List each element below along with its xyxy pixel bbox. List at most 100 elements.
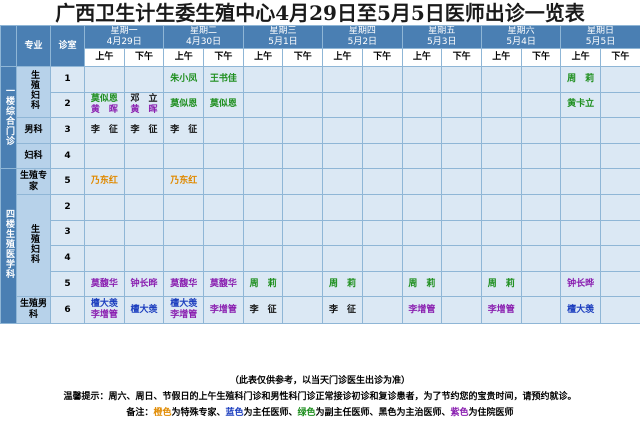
- schedule-cell: [361, 193, 403, 221]
- header-date: 5月5日: [585, 37, 616, 47]
- schedule-cell: [560, 219, 601, 247]
- footer-tip: 温馨提示：周六、周日、节假日的上午生殖科门诊和男性科门诊正常接诊初诊和复诊患者，…: [63, 392, 577, 402]
- legend-prefix: 备注：: [126, 408, 154, 418]
- dept-gyn: 妇科: [16, 142, 51, 170]
- room-number: 6: [50, 296, 85, 325]
- schedule-cell: [203, 219, 244, 247]
- doctor-name: 王书佳: [209, 73, 237, 84]
- room-number: 5: [50, 270, 85, 298]
- schedule-cell: [203, 117, 244, 144]
- schedule-cell: [282, 142, 324, 170]
- dept-repro-expert: 生殖专家: [16, 168, 51, 195]
- schedule-cell: [282, 296, 324, 325]
- schedule-cell: [520, 142, 562, 170]
- doctor-name: 李 征: [130, 124, 158, 135]
- doctor-name: 周 莉: [408, 278, 436, 289]
- schedule-cell: [480, 142, 522, 170]
- doctor-name: 莫似恩: [170, 99, 198, 110]
- schedule-cell: 周 莉: [560, 66, 601, 93]
- header-weekday: 星期四: [348, 26, 376, 37]
- schedule-cell: [203, 142, 244, 170]
- doctor-name: 莫似恩: [90, 93, 118, 104]
- schedule-cell: 周 莉: [480, 270, 522, 298]
- doctor-name: 莫馥华: [170, 278, 198, 289]
- section-floor4-text: 四楼生殖医学科: [4, 209, 14, 280]
- schedule-cell: [441, 66, 482, 93]
- doctor-name: 朱小凤: [170, 73, 198, 84]
- schedule-cell: 莫似恩: [163, 91, 205, 119]
- schedule-cell: [600, 270, 640, 298]
- schedule-cell: [520, 66, 562, 93]
- header-pm: 下午: [441, 48, 482, 67]
- footer-note: （此表仅供参考，以当天门诊医生出诊为准）: [229, 376, 410, 386]
- schedule-cell: [242, 66, 284, 93]
- schedule-cell: 莫馥华: [163, 270, 205, 298]
- header-day-4: 星期四 5月2日: [322, 25, 403, 49]
- schedule-cell: [401, 117, 443, 144]
- schedule-cell: [441, 219, 482, 247]
- schedule-cell: [441, 117, 482, 144]
- schedule-cell: [480, 245, 522, 272]
- header-day-3: 星期三 5月1日: [242, 25, 324, 49]
- schedule-cell: [242, 193, 284, 221]
- doctor-name: 李 征: [170, 124, 198, 135]
- doctor-name: 周 莉: [567, 73, 595, 84]
- schedule-cell: [242, 168, 284, 195]
- dept-repro-expert-label: 生殖专家: [19, 170, 47, 192]
- table-row: 5 莫馥华 钟长晔 莫馥华 莫馥华周 莉周 莉周 莉周 莉钟长晔: [1, 270, 640, 298]
- doctor-name: 莫似恩: [209, 99, 237, 110]
- schedule-cell: [84, 142, 125, 170]
- schedule-cell: [401, 219, 443, 247]
- schedule-cell: [242, 245, 284, 272]
- dept-repro-gyn-4f-label: 生殖妇科: [29, 223, 39, 264]
- legend-orange: 橙色: [153, 408, 172, 418]
- doctor-name: 莫馥华: [90, 278, 118, 289]
- schedule-cell: [322, 66, 363, 93]
- schedule-cell: [480, 168, 522, 195]
- section-floor1-text: 一楼综合门诊: [4, 85, 14, 146]
- doctor-name: 乃东红: [170, 176, 198, 187]
- doctor-name: 檀大羡: [567, 304, 595, 315]
- schedule-cell: [441, 270, 482, 298]
- schedule-cell: 钟长晔: [123, 270, 165, 298]
- room-number: 2: [50, 193, 85, 221]
- doctor-name: 周 莉: [487, 278, 515, 289]
- doctor-name: 李 征: [249, 304, 277, 315]
- schedule-cell: [322, 219, 363, 247]
- table-row: 3: [1, 219, 640, 247]
- schedule-cell: [282, 91, 324, 119]
- header-am: 上午: [84, 48, 125, 67]
- legend-blue: 蓝色: [225, 408, 244, 418]
- schedule-cell: [441, 296, 482, 325]
- schedule-cell: [322, 117, 363, 144]
- header-day-5: 星期五 5月3日: [401, 25, 482, 49]
- schedule-cell: [600, 142, 640, 170]
- header-weekday: 星期一: [110, 26, 138, 37]
- room-number: 5: [50, 168, 85, 195]
- room-number: 3: [50, 117, 85, 144]
- schedule-cell: [123, 142, 165, 170]
- legend-orange-desc: 为特殊专家、: [171, 408, 226, 418]
- schedule-cell: [560, 142, 601, 170]
- header-weekday: 星期五: [428, 26, 456, 37]
- schedule-cell: [600, 193, 640, 221]
- schedule-cell: [520, 270, 562, 298]
- schedule-cell: 周 莉: [242, 270, 284, 298]
- doctor-name: 李 征: [328, 304, 356, 315]
- doctor-name: 黄 晖: [90, 104, 118, 115]
- schedule-cell: [123, 245, 165, 272]
- legend-green-desc: 为副主任医师、黑色为主治医师、: [315, 408, 451, 418]
- section-floor1: 一楼综合门诊: [0, 65, 17, 170]
- header-date: 5月2日: [347, 37, 378, 47]
- schedule-cell: [600, 168, 640, 195]
- header-am: 上午: [401, 48, 443, 67]
- header-blank: [0, 25, 17, 67]
- schedule-cell: [401, 193, 443, 221]
- schedule-cell: [361, 66, 403, 93]
- header-weekday: 星期三: [269, 26, 297, 37]
- dept-repro-gyn-4f: 生殖妇科: [16, 193, 51, 298]
- schedule-cell: [560, 193, 601, 221]
- schedule-cell: [84, 219, 125, 247]
- header-pm: 下午: [600, 48, 640, 67]
- schedule-cell: [84, 193, 125, 221]
